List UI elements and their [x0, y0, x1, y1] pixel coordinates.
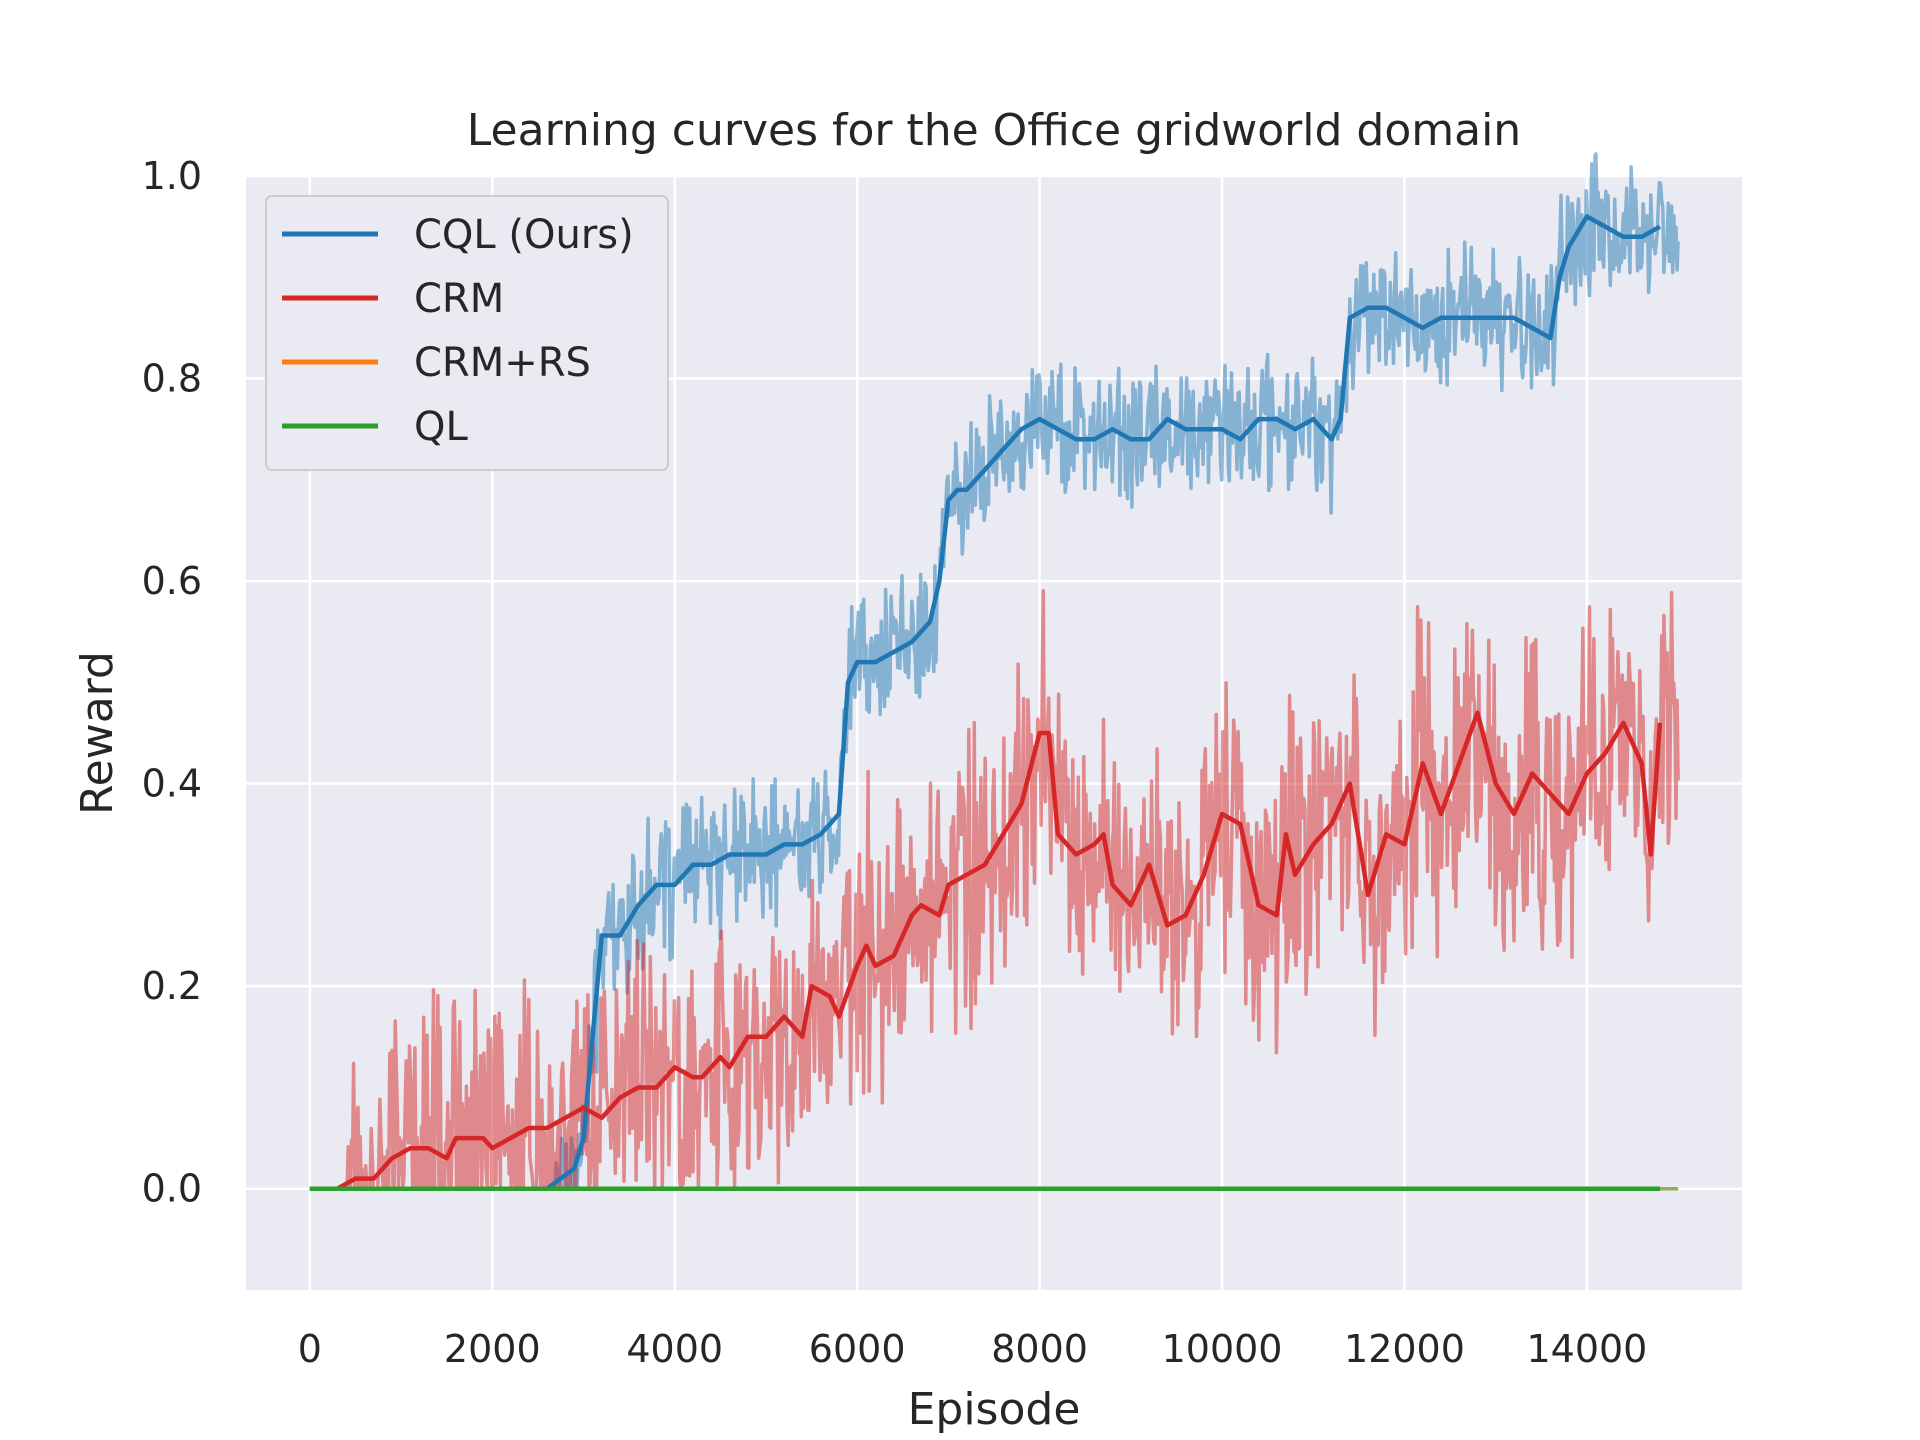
y-tick-label: 0.2 [142, 964, 202, 1008]
legend: CQL (Ours) CRM CRM+RS QL [265, 195, 669, 471]
x-tick-label: 6000 [809, 1327, 906, 1371]
y-tick-label: 0.0 [142, 1167, 202, 1211]
x-tick-label: 14000 [1526, 1327, 1647, 1371]
x-tick-label: 12000 [1344, 1327, 1465, 1371]
y-axis-label: Reward [72, 651, 123, 815]
series-line-crm [309, 710, 1663, 1191]
y-tick-label: 0.8 [142, 357, 202, 401]
legend-label: CRM+RS [414, 340, 591, 386]
y-tick-label: 0.4 [142, 762, 202, 806]
x-tick-label: 2000 [444, 1327, 541, 1371]
raw-line-crm [309, 589, 1680, 1191]
series-line-cql-ours [309, 214, 1662, 1191]
x-tick-label: 8000 [991, 1327, 1088, 1371]
legend-label: QL [414, 404, 468, 450]
y-tick-label: 0.6 [142, 559, 202, 603]
smooth-series-layer [309, 214, 1663, 1191]
y-tick-labels: 0.0 0.2 0.4 0.6 0.8 1.0 [142, 154, 202, 1211]
x-tick-label: 10000 [1162, 1327, 1283, 1371]
x-tick-label: 4000 [626, 1327, 723, 1371]
legend-label: CQL (Ours) [414, 212, 634, 258]
legend-box [265, 195, 669, 471]
x-tick-labels: 0 2000 4000 6000 8000 10000 12000 14000 [298, 1327, 1648, 1371]
chart-title: Learning curves for the Office gridworld… [467, 105, 1521, 156]
legend-label: CRM [414, 276, 504, 322]
y-tick-label: 1.0 [142, 154, 202, 198]
x-tick-label: 0 [298, 1327, 322, 1371]
x-axis-label: Episode [908, 1384, 1081, 1435]
